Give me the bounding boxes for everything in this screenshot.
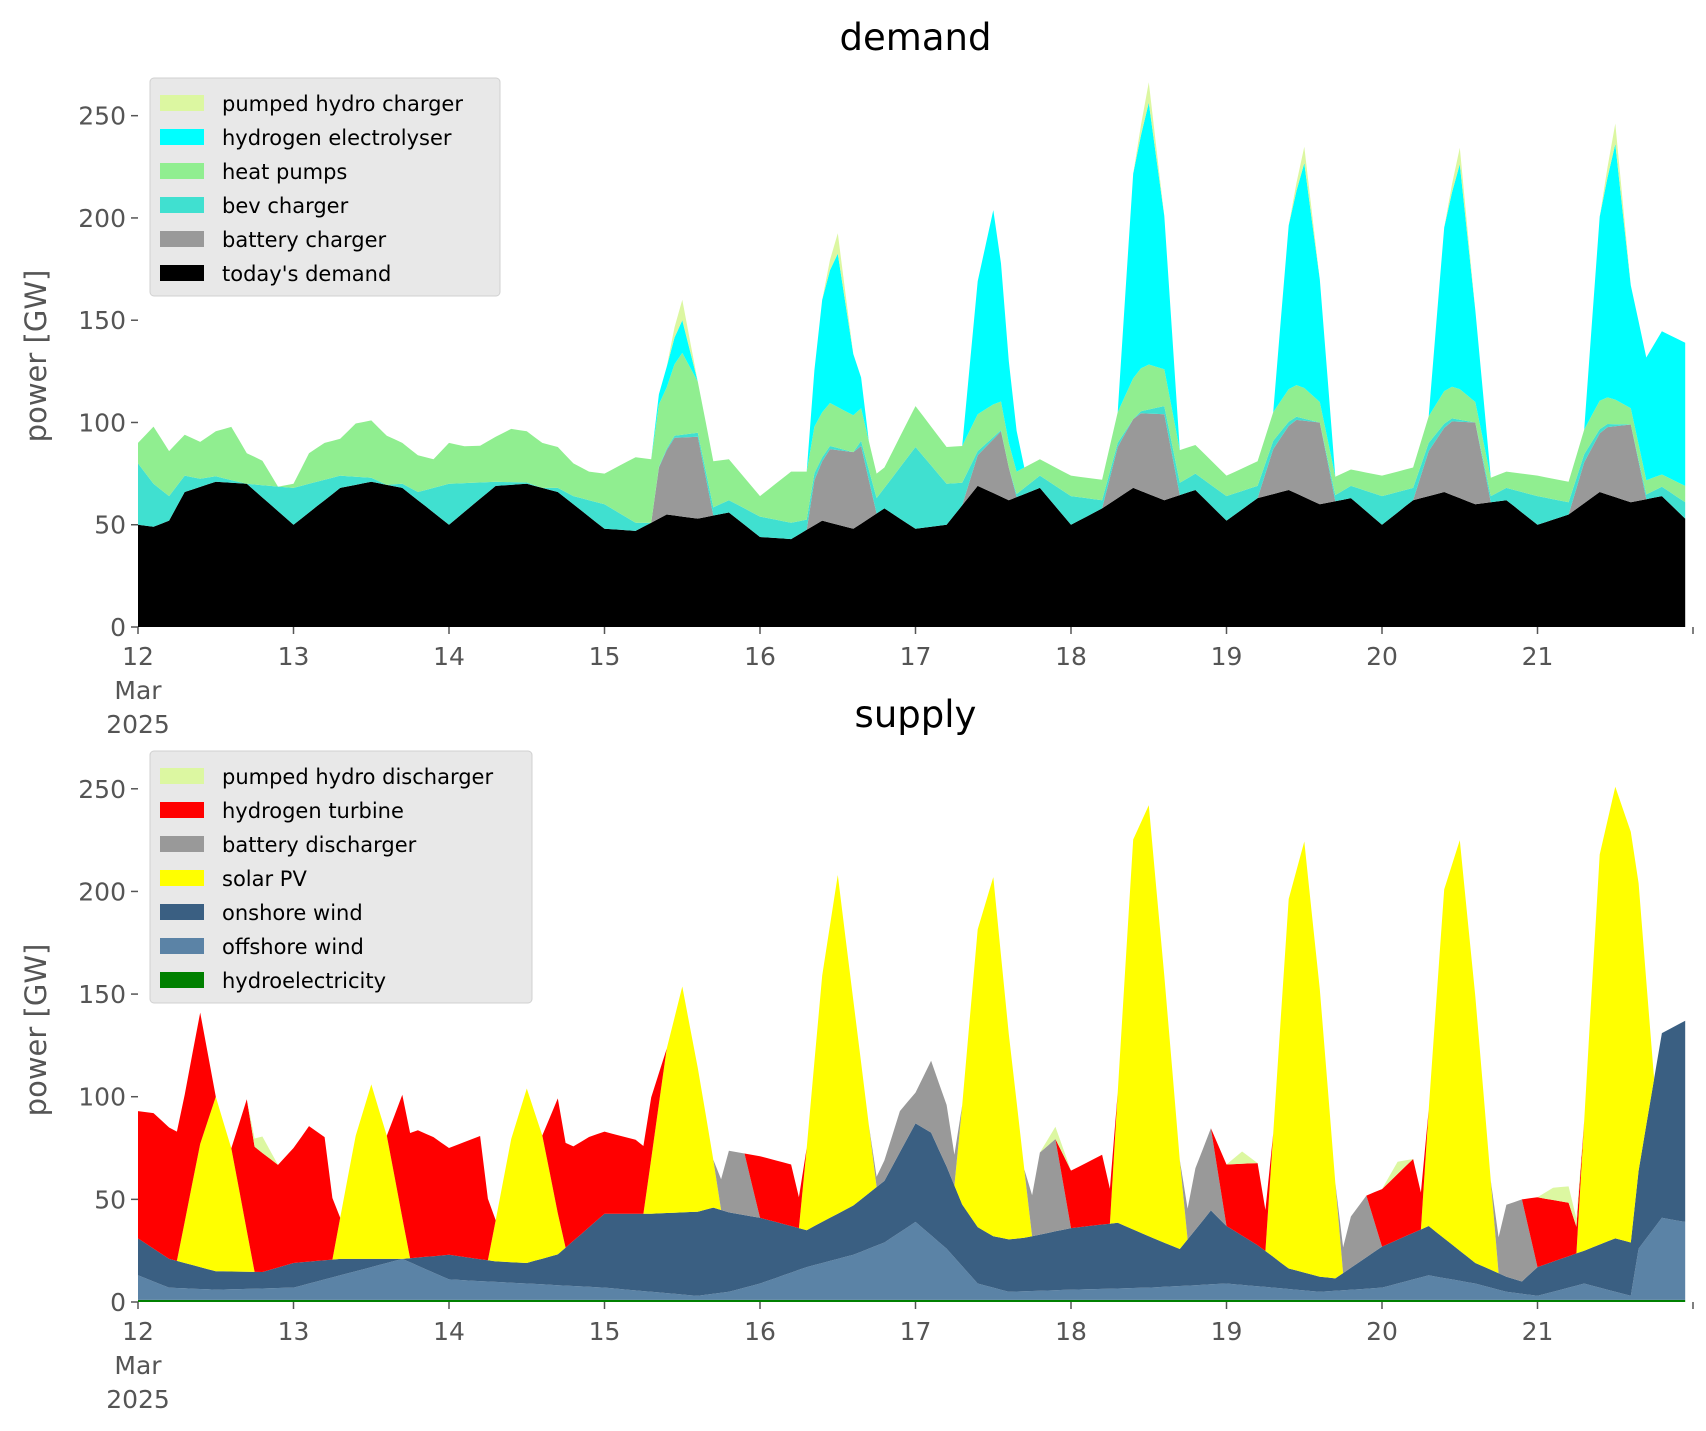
y-axis-label: power [GW] (19, 944, 53, 1117)
legend-swatch (160, 197, 204, 213)
legend-label: hydrogen turbine (222, 799, 404, 823)
legend-label: offshore wind (222, 935, 364, 959)
x-tick-label: 13 (278, 642, 310, 671)
y-axis-label: power [GW] (19, 270, 53, 443)
legend-swatch (160, 768, 204, 784)
legend-box (149, 77, 501, 297)
x-tick-label: 17 (900, 1317, 932, 1346)
x-tick-label: 15 (589, 642, 621, 671)
x-tick-label: 17 (900, 642, 932, 671)
x-tick-sublabel: Mar (114, 676, 162, 705)
x-tick-label: 21 (1522, 1317, 1554, 1346)
y-tick-label: 200 (78, 204, 126, 233)
y-tick-label: 250 (78, 775, 126, 804)
chart-title: supply (855, 693, 977, 736)
legend-swatch (160, 938, 204, 954)
legend-swatch (160, 802, 204, 818)
legend-swatch (160, 265, 204, 281)
demand-chart: demand 0 50 100 150 200 250 power [GW] 12 13 14 15 1… (19, 16, 1694, 739)
area-solar-pv (138, 786, 1686, 1282)
legend-swatch (160, 129, 204, 145)
area-hydrogen-electrolyser (138, 102, 1686, 497)
area-today-s-demand (138, 481, 1686, 627)
y-tick-label: 50 (94, 511, 126, 540)
legend: pumped hydro charger hydrogen electrolyse… (149, 77, 501, 297)
legend-label: hydrogen electrolyser (222, 126, 452, 150)
area-bev-charger (138, 406, 1686, 540)
legend-label: onshore wind (222, 901, 363, 925)
x-tick-label: 20 (1366, 642, 1398, 671)
x-tick-label: 19 (1211, 642, 1243, 671)
legend-swatch (160, 904, 204, 920)
legend: pumped hydro discharger hydrogen turbine b… (149, 750, 533, 1004)
x-tick-label: 18 (1055, 1317, 1087, 1346)
x-tick-label: 18 (1055, 642, 1087, 671)
legend-label: battery charger (222, 228, 387, 252)
chart-title: demand (840, 16, 992, 59)
x-tick-label: 13 (278, 1317, 310, 1346)
x-tick-label: 19 (1211, 1317, 1243, 1346)
x-tick-label: 15 (589, 1317, 621, 1346)
x-tick-label: 14 (433, 1317, 465, 1346)
area-hydrogen-turbine (138, 786, 1686, 1272)
legend-label: solar PV (222, 867, 307, 891)
y-tick-label: 0 (110, 613, 126, 642)
legend-swatch (160, 231, 204, 247)
legend-swatch (160, 972, 204, 988)
y-tick-label: 100 (78, 408, 126, 437)
y-tick-label: 50 (94, 1185, 126, 1214)
legend-label: hydroelectricity (222, 969, 386, 993)
area-hydroelectricity (138, 1299, 1686, 1302)
legend-swatch (160, 95, 204, 111)
y-tick-label: 150 (78, 306, 126, 335)
legend-swatch (160, 836, 204, 852)
legend-label: heat pumps (222, 160, 347, 184)
area-onshore-wind (138, 1020, 1686, 1296)
x-tick-label: 14 (433, 642, 465, 671)
x-tick-sublabel: Mar (114, 1351, 162, 1380)
y-tick-label: 0 (110, 1288, 126, 1317)
x-tick-label: 12 (122, 642, 154, 671)
area-battery-charger (138, 413, 1686, 540)
legend-label: pumped hydro charger (222, 92, 463, 116)
y-tick-label: 100 (78, 1083, 126, 1112)
x-tick-label: 16 (744, 642, 776, 671)
x-tick-label: 12 (122, 1317, 154, 1346)
y-tick-label: 250 (78, 102, 126, 131)
legend-label: pumped hydro discharger (222, 765, 493, 789)
x-tick-sublabel: 2025 (106, 1385, 170, 1414)
x-tick-sublabel: 2025 (106, 710, 170, 739)
x-tick-label: 21 (1522, 642, 1554, 671)
legend-swatch (160, 163, 204, 179)
x-tick-label: 16 (744, 1317, 776, 1346)
area-heat-pumps (138, 352, 1686, 523)
legend-box (149, 750, 533, 1004)
area-offshore-wind (138, 1217, 1686, 1300)
y-tick-label: 150 (78, 980, 126, 1009)
legend-swatch (160, 870, 204, 886)
x-tick-label: 20 (1366, 1317, 1398, 1346)
y-tick-label: 200 (78, 877, 126, 906)
legend-label: bev charger (222, 194, 349, 218)
legend-label: battery discharger (222, 833, 417, 857)
supply-chart: supply 0 50 100 150 200 250 power [GW] 12 13 14 15 1… (19, 693, 1694, 1414)
legend-label: today's demand (222, 262, 391, 286)
